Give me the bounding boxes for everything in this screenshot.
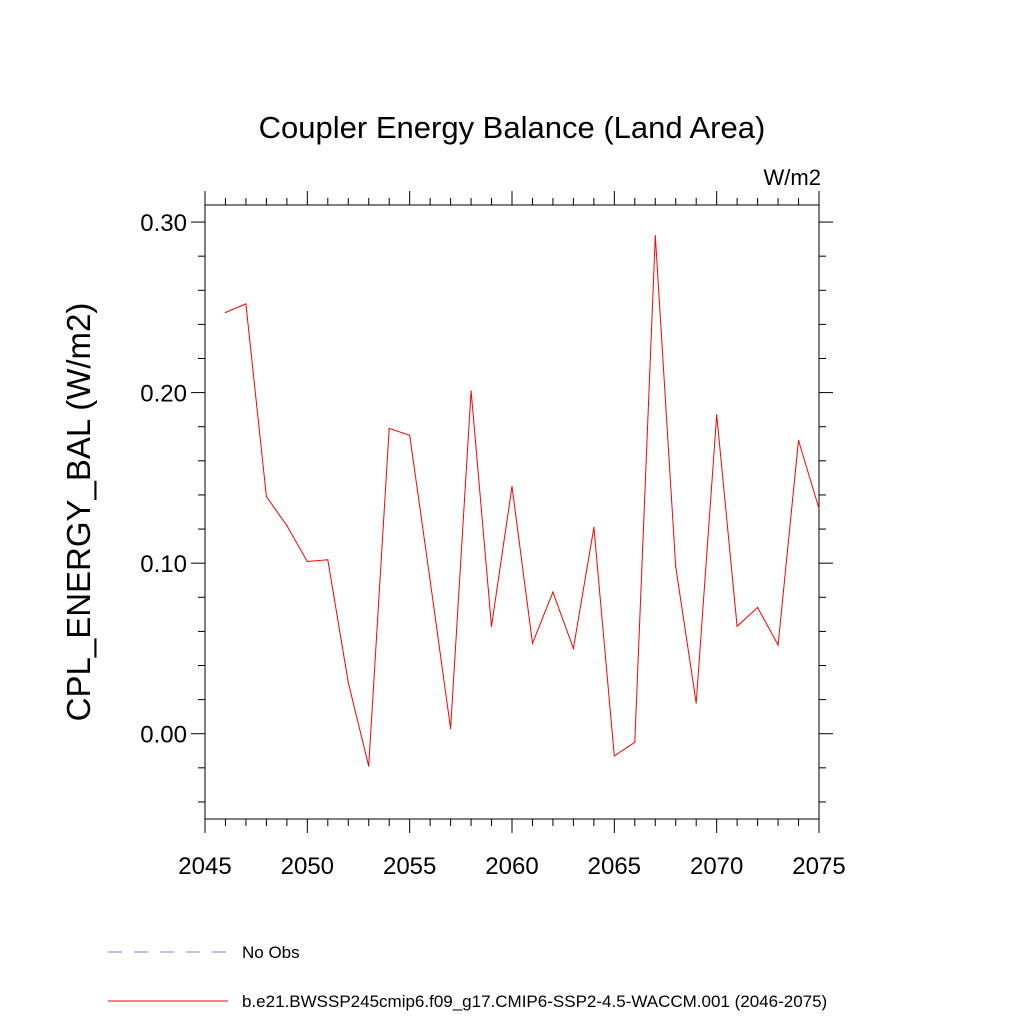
data-point xyxy=(593,526,595,528)
data-point xyxy=(224,311,227,314)
data-point xyxy=(347,681,349,684)
data-point xyxy=(470,390,472,392)
data-point xyxy=(306,560,308,563)
y-tick-label: 0.10 xyxy=(140,551,187,578)
data-point xyxy=(675,565,677,568)
legend-label-no-obs: No Obs xyxy=(242,943,300,962)
data-point xyxy=(695,702,697,704)
major-ticks xyxy=(191,191,833,833)
data-point xyxy=(286,525,288,527)
data-point xyxy=(368,765,370,767)
legend-label-model-run: b.e21.BWSSP245cmip6.f09_g17.CMIP6-SSP2-4… xyxy=(242,992,827,1011)
data-point xyxy=(490,625,493,627)
x-tick-label: 2050 xyxy=(281,853,334,880)
x-tick-label: 2070 xyxy=(690,853,743,880)
x-tick-labels: 2045 2050 2055 2060 2065 2070 2075 xyxy=(178,853,845,880)
data-point xyxy=(736,625,738,627)
data-point xyxy=(757,606,759,609)
series-line xyxy=(225,235,820,767)
y-tick-label: 0.00 xyxy=(140,722,187,749)
plot-frame xyxy=(204,204,820,820)
data-point xyxy=(716,414,718,416)
data-point xyxy=(429,579,431,581)
data-point xyxy=(818,507,820,510)
data-point xyxy=(245,303,247,305)
units-label: W/m2 xyxy=(764,165,821,190)
x-tick-label: 2055 xyxy=(383,853,436,880)
data-point xyxy=(777,644,779,646)
y-tick-labels: 0.00 0.10 0.20 0.30 xyxy=(140,210,187,749)
data-point xyxy=(797,439,800,441)
data-point xyxy=(450,728,452,730)
y-axis-title: CPL_ENERGY_BAL (W/m2) xyxy=(60,303,97,722)
y-tick-label: 0.30 xyxy=(140,210,187,237)
x-tick-label: 2075 xyxy=(792,853,845,880)
data-point xyxy=(531,642,534,644)
data-point xyxy=(634,741,636,743)
y-tick-label: 0.20 xyxy=(140,381,187,408)
x-tick-label: 2045 xyxy=(178,853,231,880)
data-point xyxy=(409,434,411,436)
data-point xyxy=(511,485,513,488)
data-point xyxy=(654,235,656,237)
data-point xyxy=(388,427,390,430)
x-tick-label: 2065 xyxy=(588,853,641,880)
series-points xyxy=(224,235,820,767)
data-point xyxy=(552,591,554,593)
minor-ticks xyxy=(198,198,826,826)
data-point xyxy=(613,755,615,757)
data-point xyxy=(327,559,329,561)
data-point xyxy=(572,647,575,650)
legend: No Obs b.e21.BWSSP245cmip6.f09_g17.CMIP6… xyxy=(108,943,827,1011)
x-tick-label: 2060 xyxy=(485,853,538,880)
data-point xyxy=(265,496,267,498)
chart-title: Coupler Energy Balance (Land Area) xyxy=(259,110,766,145)
